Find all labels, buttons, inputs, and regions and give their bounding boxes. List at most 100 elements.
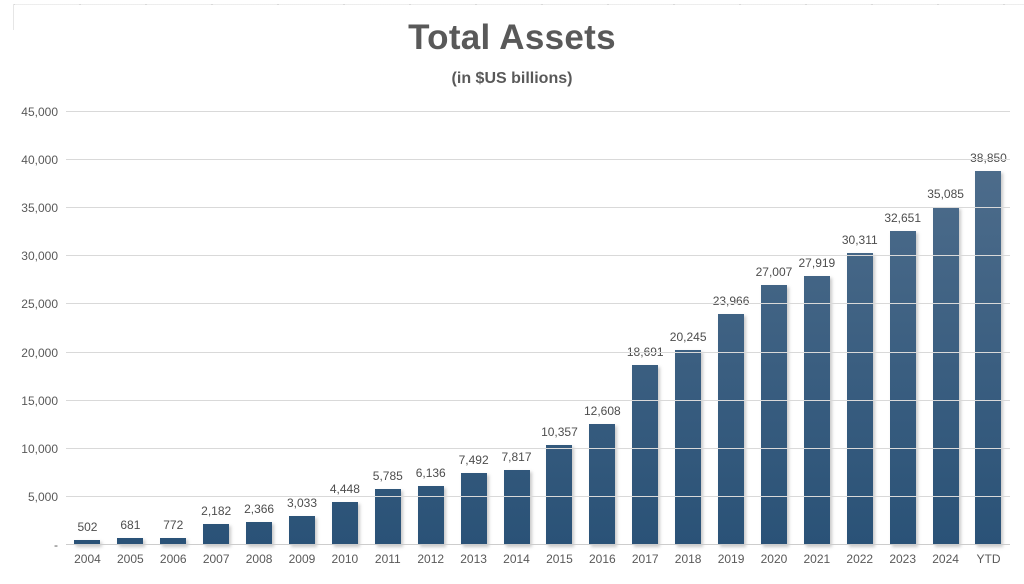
bar-2017	[632, 365, 659, 545]
data-label: 772	[163, 517, 184, 532]
gridline	[66, 159, 1010, 161]
gridline	[66, 544, 1010, 545]
x-tick-label: 2020	[760, 552, 788, 566]
data-label: 6,136	[415, 465, 446, 480]
bar-slot: 7,492	[452, 112, 495, 545]
bar-2012	[417, 485, 444, 545]
data-label: 23,966	[712, 294, 750, 309]
x-axis-labels: 2004 2005 2006 2007 2008 2009 2010 2011 2012 2013…	[66, 552, 1010, 566]
bar-2005	[117, 538, 144, 545]
x-tick-label: 2012	[417, 552, 445, 566]
x-tick-label: 2014	[503, 552, 530, 566]
bar-2020	[760, 285, 787, 545]
x-tick-label: 2009	[288, 552, 316, 566]
gridline	[66, 495, 1010, 497]
worksheet-left-edge	[13, 4, 14, 30]
y-tick-label: 15,000	[21, 393, 58, 408]
data-label: 10,357	[541, 425, 578, 440]
bar-slot: 2,366	[238, 112, 281, 545]
bar-series: 502 681 772 2,182 2,366 3,033 4,448 5,785 6,136 7…	[66, 112, 1010, 545]
y-tick-label: 30,000	[21, 249, 58, 264]
data-label: 35,085	[927, 187, 964, 202]
x-tick-label: 2021	[803, 552, 831, 566]
bar-2018	[675, 350, 702, 545]
data-label: 32,651	[884, 210, 922, 225]
data-label: 4,448	[329, 482, 360, 497]
data-label: 30,311	[841, 233, 878, 248]
bar-slot: 38,850	[967, 112, 1010, 545]
x-tick-label: 2023	[889, 552, 917, 566]
bar-slot: 772	[152, 112, 195, 545]
bar-slot: 2,182	[195, 112, 238, 545]
y-tick-label: 10,000	[21, 441, 58, 456]
x-tick-label: 2004	[74, 552, 101, 566]
data-label: 27,007	[755, 265, 793, 280]
bar-2019	[718, 314, 745, 545]
chart-title: Total Assets	[408, 18, 616, 57]
worksheet-top-edge	[13, 4, 1024, 5]
bar-2015	[546, 445, 573, 545]
y-tick-label: 25,000	[21, 297, 58, 312]
y-axis-labels: - 5,000 10,000 15,000 20,000 25,000 30,000 35,0…	[0, 105, 58, 552]
y-tick-label: 35,000	[21, 201, 58, 216]
y-tick-label: 40,000	[21, 153, 58, 168]
data-label: 7,492	[458, 452, 489, 467]
x-tick-label: 2010	[331, 552, 359, 566]
data-label: 20,245	[669, 330, 707, 345]
bar-slot: 23,966	[710, 112, 753, 545]
gridline	[66, 111, 1010, 112]
bar-slot: 27,919	[795, 112, 838, 545]
bar-slot: 12,608	[581, 112, 624, 545]
bar-slot: 6,136	[409, 112, 452, 545]
x-tick-label: 2016	[588, 552, 616, 566]
x-tick-label: 2022	[846, 552, 874, 566]
y-tick-label: 20,000	[21, 345, 58, 360]
gridline	[66, 303, 1010, 305]
data-label: 7,817	[501, 449, 532, 464]
data-label: 681	[120, 518, 141, 533]
bar-2014	[503, 469, 530, 545]
x-tick-label: 2015	[546, 552, 573, 566]
bar-slot: 35,085	[924, 112, 967, 545]
bar-2016	[589, 423, 616, 545]
x-tick-label: 2011	[374, 552, 401, 566]
y-tick-label: 45,000	[21, 105, 58, 119]
x-tick-label: 2008	[245, 552, 273, 566]
bar-2024	[932, 207, 959, 545]
bar-slot: 32,651	[881, 112, 924, 545]
bar-slot: 4,448	[323, 112, 366, 545]
bar-2010	[331, 502, 358, 545]
data-label: 502	[77, 520, 98, 535]
bar-slot: 681	[109, 112, 152, 545]
gridline	[66, 351, 1010, 353]
bar-2011	[374, 489, 401, 545]
x-tick-label: 2006	[159, 552, 187, 566]
bar-2013	[460, 472, 487, 545]
bar-slot: 5,785	[366, 112, 409, 545]
y-tick-label: 5,000	[27, 489, 58, 504]
bar-2008	[246, 522, 273, 545]
bar-slot: 30,311	[838, 112, 881, 545]
bar-YTD	[975, 171, 1002, 545]
bar-slot: 18,691	[624, 112, 667, 545]
bar-2006	[160, 537, 187, 545]
bar-slot: 7,817	[495, 112, 538, 545]
bar-slot: 10,357	[538, 112, 581, 545]
gridline	[66, 255, 1010, 257]
bar-2007	[203, 524, 230, 545]
bar-2023	[889, 230, 916, 545]
x-tick-label: 2005	[117, 552, 144, 566]
gridline	[66, 447, 1010, 449]
bar-2021	[803, 276, 830, 545]
x-tick-label: YTD	[976, 552, 1001, 566]
bar-slot: 3,033	[281, 112, 324, 545]
x-tick-label: 2024	[932, 552, 959, 566]
data-label: 27,919	[798, 256, 836, 271]
bar-2004	[74, 540, 101, 545]
gridline	[66, 207, 1010, 209]
gridline	[66, 399, 1010, 401]
x-tick-label: 2013	[460, 552, 487, 566]
x-tick-label: 2017	[631, 552, 659, 566]
data-label: 2,366	[244, 502, 275, 517]
